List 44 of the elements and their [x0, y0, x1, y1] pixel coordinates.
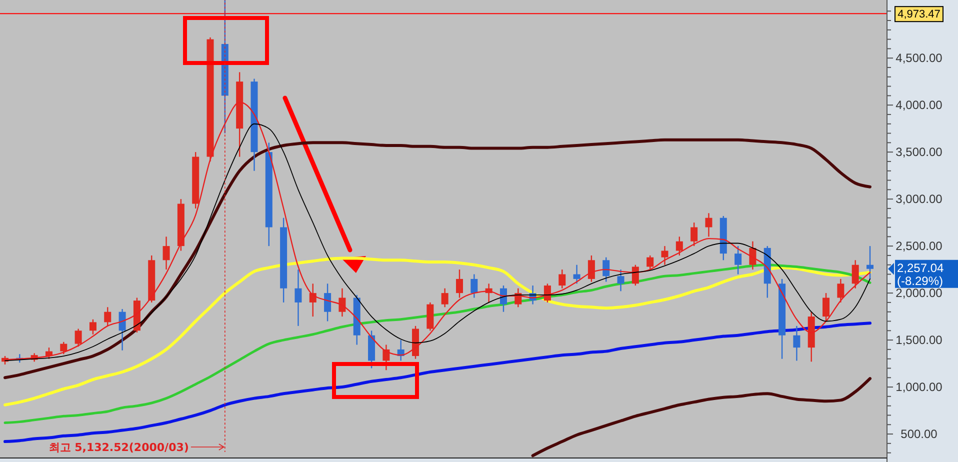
candlestick — [793, 325, 800, 362]
candlestick — [118, 308, 126, 351]
y-tick-label: 1,000.00 — [896, 380, 943, 394]
line-series — [531, 377, 872, 458]
candlestick — [573, 264, 580, 284]
candlestick — [470, 274, 478, 298]
candlestick — [837, 278, 844, 304]
candlestick — [690, 222, 698, 247]
y-tick-label: 3,500.00 — [896, 145, 943, 160]
candlestick — [822, 292, 830, 322]
y-tick-label: 4,500.00 — [896, 51, 943, 66]
candlestick — [104, 306, 112, 327]
line-series — [4, 322, 872, 444]
candlestick — [852, 260, 859, 289]
y-tick-label: 3,000.00 — [896, 192, 943, 206]
y-tick-label: 2,000.00 — [896, 286, 943, 300]
annotation: 최고 5,132.52(2000/03) — [48, 441, 189, 454]
candlestick — [734, 245, 742, 275]
candlestick — [617, 268, 624, 292]
candlestick — [162, 236, 170, 270]
candlestick — [676, 236, 683, 256]
candlestick — [632, 264, 639, 286]
y-tick-label: 4,000.00 — [896, 98, 943, 112]
text: 2,257.04 (-8.29%) — [897, 260, 944, 288]
candlestick — [441, 288, 448, 308]
candlestick — [866, 245, 874, 280]
y-tick-label: 1,500.00 — [896, 333, 943, 348]
candlestick — [749, 240, 756, 270]
y-tick-label: 500.00 — [900, 427, 938, 442]
candlestick — [324, 283, 332, 322]
candlestick — [60, 341, 68, 355]
candlestick — [89, 318, 96, 336]
candlestick — [602, 256, 610, 282]
y-tick-label: 2,500.00 — [896, 239, 943, 254]
candlestick — [338, 288, 346, 318]
candlestick — [456, 268, 463, 298]
candlestick — [705, 212, 712, 238]
candlestick — [558, 268, 566, 289]
candlestick — [588, 254, 595, 282]
candlestick — [74, 328, 82, 348]
candlestick — [294, 268, 302, 327]
candlestick — [646, 254, 654, 270]
ref-line-label: 4,973.47 — [898, 8, 940, 21]
candlestick — [661, 245, 668, 266]
